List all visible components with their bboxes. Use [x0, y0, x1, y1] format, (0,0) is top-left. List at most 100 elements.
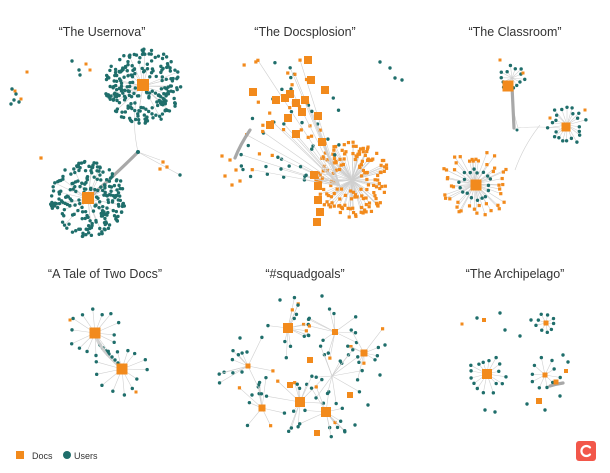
user-node	[83, 159, 87, 164]
user-node	[142, 69, 147, 73]
doc-node	[333, 420, 337, 425]
doc-node	[318, 192, 322, 196]
user-node	[311, 144, 315, 148]
doc-node	[449, 184, 454, 188]
doc-node	[378, 186, 382, 191]
doc-node	[325, 168, 329, 173]
user-node	[266, 323, 270, 328]
user-node	[355, 378, 360, 382]
user-node	[100, 230, 104, 234]
user-node	[140, 48, 144, 52]
doc-node	[332, 191, 336, 196]
user-node	[566, 360, 570, 364]
user-node	[472, 381, 476, 386]
doc-node	[340, 206, 345, 211]
doc-node	[328, 205, 332, 209]
user-node	[265, 172, 270, 176]
user-node	[115, 219, 120, 223]
panel-archipelago: “The Archipelago”	[460, 267, 570, 414]
doc-node	[360, 194, 364, 198]
user-node	[483, 195, 488, 199]
user-node	[114, 209, 119, 214]
user-node	[77, 168, 81, 173]
user-node	[150, 67, 155, 71]
user-node	[486, 188, 491, 193]
doc-node	[383, 184, 387, 188]
user-node	[100, 383, 104, 388]
user-node	[97, 200, 102, 204]
user-node	[536, 318, 541, 322]
user-node	[95, 169, 99, 173]
edge	[239, 387, 263, 409]
edge	[541, 357, 546, 376]
network-usernova	[9, 47, 183, 239]
user-node	[107, 192, 112, 197]
doc-node	[475, 211, 479, 215]
doc-node	[477, 203, 481, 208]
doc-node	[269, 424, 273, 428]
doc-node	[284, 114, 292, 122]
user-node	[360, 368, 364, 373]
user-node	[288, 344, 293, 349]
user-node	[552, 135, 557, 139]
user-node	[103, 227, 107, 232]
user-node	[462, 177, 467, 182]
user-node	[128, 80, 132, 85]
doc-node	[347, 215, 351, 219]
edge	[459, 156, 476, 185]
user-node	[63, 195, 68, 199]
user-node	[70, 230, 75, 234]
doc-node	[359, 163, 363, 167]
user-node	[121, 66, 125, 70]
doc-node	[501, 170, 505, 174]
doc-node	[261, 123, 265, 127]
doc-node	[491, 169, 495, 174]
doc-node	[353, 195, 357, 199]
doc-node	[453, 155, 457, 159]
doc-node	[137, 79, 149, 91]
user-node	[310, 147, 314, 151]
user-node	[84, 232, 88, 237]
user-node	[469, 196, 474, 200]
doc-node	[360, 349, 368, 357]
user-node	[160, 75, 165, 79]
user-node	[145, 67, 150, 71]
user-node	[168, 84, 173, 88]
user-node	[133, 101, 137, 105]
user-node	[119, 79, 123, 83]
user-node	[107, 179, 112, 183]
user-node	[159, 100, 164, 104]
user-node	[147, 91, 152, 95]
user-node	[246, 143, 250, 148]
user-node	[127, 116, 132, 120]
heavy-edge	[233, 128, 252, 160]
doc-node	[451, 185, 456, 189]
doc-node	[374, 185, 379, 189]
user-node	[85, 213, 89, 218]
doc-node	[342, 143, 346, 147]
user-node	[133, 71, 137, 76]
doc-node	[351, 144, 355, 148]
user-node	[584, 118, 588, 122]
user-node	[80, 205, 84, 210]
user-node	[132, 351, 137, 356]
doc-node	[359, 205, 364, 210]
doc-node	[342, 152, 347, 156]
doc-node	[355, 195, 359, 199]
user-node	[550, 120, 555, 125]
user-node	[154, 74, 158, 79]
doc-node	[553, 379, 559, 385]
doc-node	[304, 77, 309, 82]
user-node	[146, 109, 151, 114]
doc-node	[460, 322, 464, 326]
user-node	[276, 155, 280, 159]
doc-node	[521, 71, 525, 75]
doc-node	[341, 162, 345, 167]
user-node	[119, 210, 124, 214]
user-node	[62, 207, 67, 212]
user-node	[117, 93, 121, 98]
user-node	[342, 428, 347, 433]
doc-node	[134, 390, 138, 394]
doc-node	[504, 167, 508, 172]
doc-node	[376, 173, 380, 178]
